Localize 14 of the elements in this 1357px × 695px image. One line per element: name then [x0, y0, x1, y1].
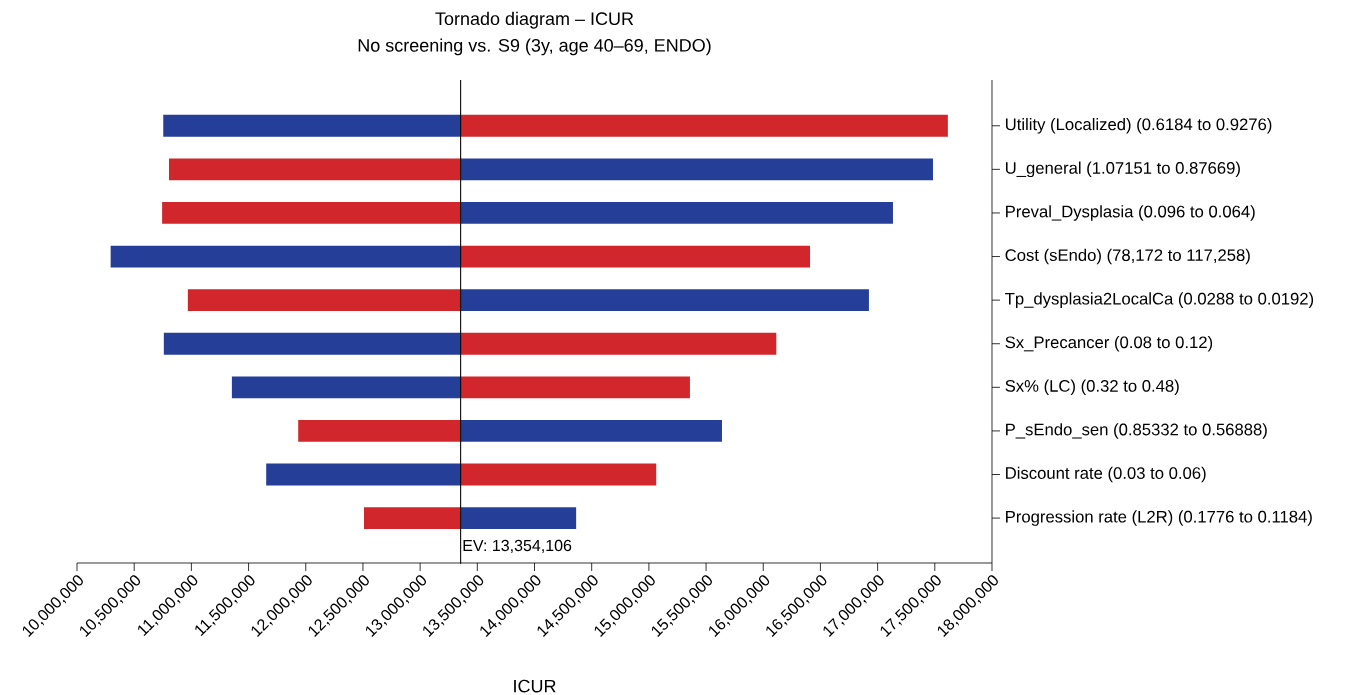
y-tick-label: Progression rate (L2R) (0.1776 to 0.1184) — [1006, 510, 1312, 526]
y-tick-label: Cost (sEndo) (78,172 to 117,258) — [1005, 248, 1250, 265]
y-tick-label: Discount rate (0.03 to 0.06) — [1006, 466, 1206, 483]
y-tick-label: P_sEndo_sen (0.85332 to 0.56888) — [1006, 423, 1267, 439]
x-axis-title: ICUR — [514, 679, 556, 693]
ref-line-label: EV: 13,354,106 — [463, 539, 572, 554]
y-tick-label: Tp_dysplasia2LocalCa (0.0288 to 0.0192) — [1005, 292, 1314, 308]
y-tick-label: U_general (1.07151 to 0.87669) — [1005, 161, 1240, 178]
chart-title: Tornado diagram – ICUR — [435, 11, 634, 29]
chart-subtitle: No screening vs. S9 (3y, age 40–69, ENDO) — [358, 38, 711, 56]
y-tick-label: Preval_Dysplasia (0.096 to 0.064) — [1006, 205, 1255, 221]
y-tick-label: Utility (Localized) (0.6184 to 0.9276) — [1005, 117, 1272, 134]
y-tick-label: Sx% (LC) (0.32 to 0.48) — [1005, 379, 1179, 396]
y-tick-label: Sx_Precancer (0.08 to 0.12) — [1005, 335, 1213, 352]
